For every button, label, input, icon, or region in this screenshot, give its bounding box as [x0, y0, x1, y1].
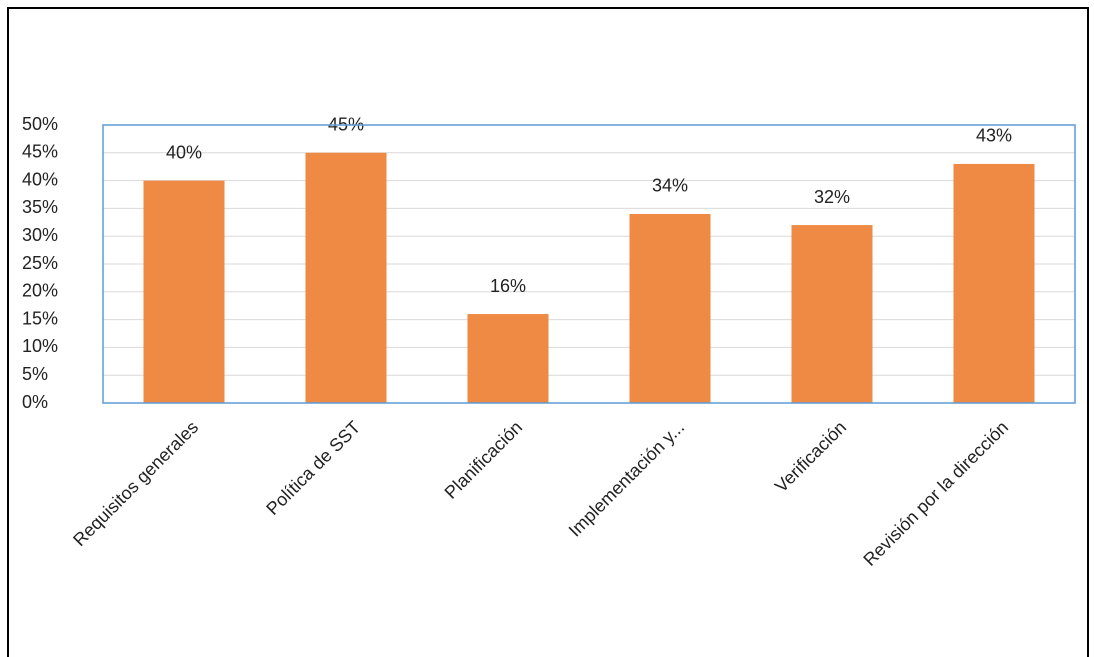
data-label: 34%: [652, 176, 688, 196]
y-tick-label: 45%: [22, 142, 58, 162]
y-tick-label: 30%: [22, 225, 58, 245]
bar: [953, 163, 1035, 403]
data-label: 32%: [814, 187, 850, 207]
bar: [467, 314, 549, 403]
plot-border: [102, 124, 1076, 404]
y-tick-label: 10%: [22, 336, 58, 356]
x-tick-label: Verificación: [771, 417, 850, 496]
y-tick-label: 5%: [22, 364, 48, 384]
y-tick-label: 15%: [22, 308, 58, 328]
y-tick-label: 40%: [22, 169, 58, 189]
x-tick-label: Planificación: [441, 417, 527, 503]
y-tick-label: 0%: [22, 392, 48, 412]
bar: [791, 225, 873, 403]
data-label: 40%: [166, 142, 202, 162]
data-label: 16%: [490, 276, 526, 296]
data-label: 43%: [976, 126, 1012, 146]
bar: [629, 213, 711, 403]
bar: [143, 180, 225, 403]
x-tick-label: Implementación y...: [565, 417, 689, 541]
x-tick-label: Requisitos generales: [69, 417, 202, 550]
bar: [305, 152, 387, 403]
y-tick-label: 25%: [22, 253, 58, 273]
y-tick-label: 20%: [22, 281, 58, 301]
y-tick-label: 35%: [22, 197, 58, 217]
x-tick-label: Revisión por la dirección: [859, 417, 1012, 570]
x-tick-label: Política de SST: [262, 417, 364, 519]
y-tick-label: 50%: [22, 114, 58, 134]
frame: [7, 7, 1089, 657]
